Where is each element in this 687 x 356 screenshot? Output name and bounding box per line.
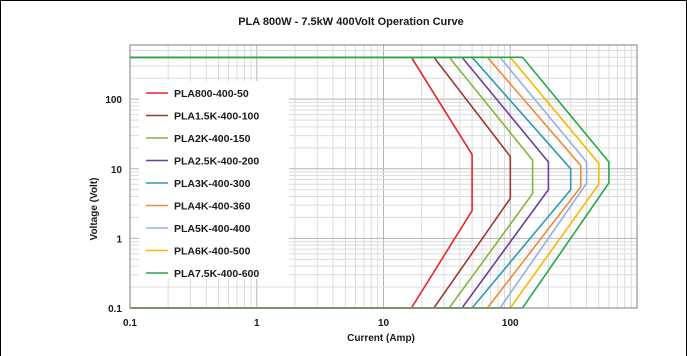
- legend-label: PLA3K-400-300: [174, 178, 251, 190]
- legend-label: PLA6K-400-500: [174, 246, 251, 258]
- legend-label: PLA800-400-50: [174, 88, 249, 100]
- legend-label: PLA2K-400-150: [174, 133, 251, 145]
- legend-label: PLA5K-400-400: [174, 223, 251, 235]
- legend: PLA800-400-50 PLA1.5K-400-100 PLA2K-400-15…: [139, 81, 289, 280]
- x-tick-label: 100: [502, 318, 519, 329]
- x-tick-label: 1: [254, 318, 260, 329]
- y-tick-label: 1: [116, 234, 122, 245]
- x-axis-label: Current (Amp): [347, 333, 415, 344]
- legend-label: PLA1.5K-400-100: [174, 111, 259, 123]
- x-tick-label: 10: [378, 318, 390, 329]
- x-tick-label: 0.1: [123, 318, 137, 329]
- chart-title: PLA 800W - 7.5kW 400Volt Operation Curve: [238, 16, 464, 28]
- y-tick-label: 100: [105, 95, 122, 106]
- legend-background: [139, 81, 289, 279]
- y-tick-label: 10: [111, 165, 123, 176]
- y-axis-label: Voltage (Volt): [89, 178, 100, 241]
- legend-label: PLA7.5K-400-600: [174, 268, 259, 280]
- legend-label: PLA4K-400-360: [174, 201, 251, 213]
- tick-labels: 0.1 1 10 100 0.1 1 10 100: [105, 95, 519, 329]
- plot-border: [129, 44, 638, 309]
- y-tick-label: 0.1: [108, 304, 122, 315]
- legend-label: PLA2.5K-400-200: [174, 156, 259, 168]
